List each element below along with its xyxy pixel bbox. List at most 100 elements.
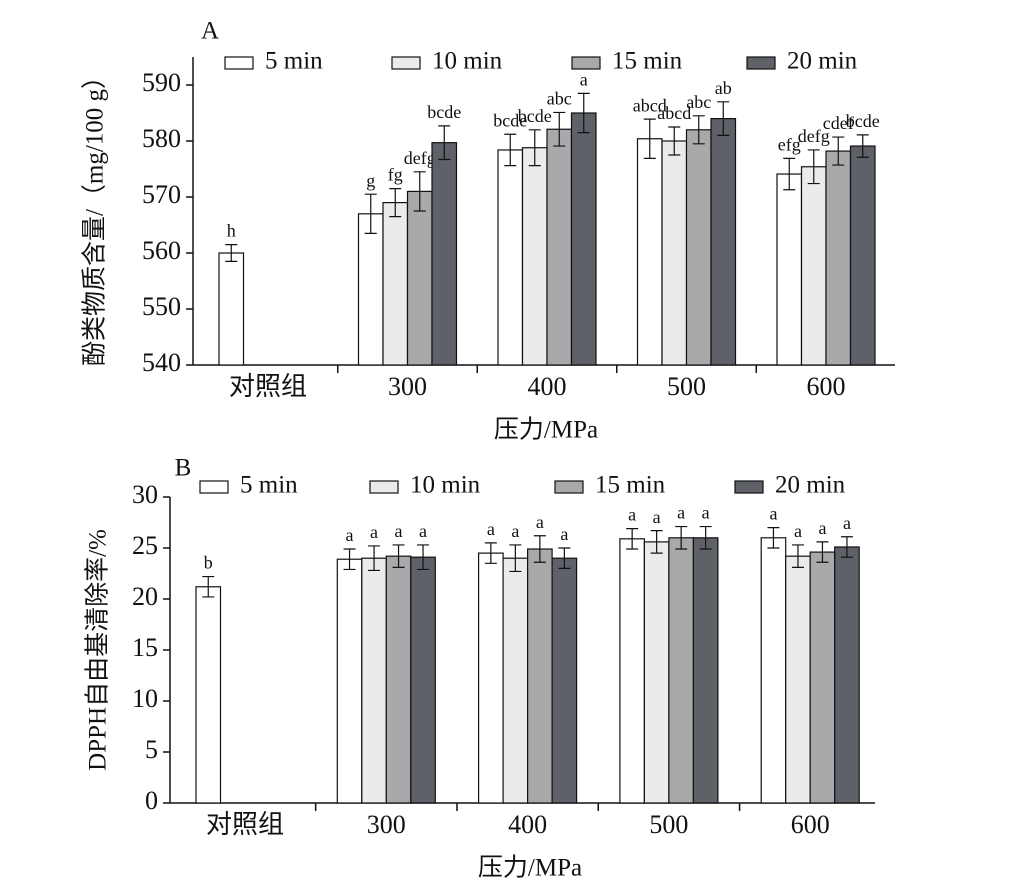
significance-letter: defg	[798, 126, 830, 146]
bar	[619, 538, 646, 804]
x-tick-label: 600	[791, 810, 830, 839]
error-bar	[840, 536, 853, 558]
legend-swatch	[571, 56, 601, 70]
bar	[760, 537, 787, 804]
x-tick-label: 对照组	[206, 810, 284, 839]
legend-label: 5 min	[240, 472, 298, 499]
error-bar	[533, 535, 546, 563]
significance-letter: a	[370, 522, 378, 542]
error-bar	[225, 244, 238, 262]
bar	[431, 142, 458, 366]
legend-label: 15 min	[612, 48, 683, 75]
y-axis-label: DPPH自由基清除率/%	[84, 529, 112, 771]
significance-letter: bcde	[427, 102, 461, 122]
legend-label: 20 min	[787, 48, 858, 75]
error-bar	[650, 530, 663, 554]
y-axis-label: 酚类物质含量/（mg/100 g）	[81, 64, 109, 366]
significance-letter: a	[395, 521, 403, 541]
error-bar	[392, 544, 405, 568]
legend-label: 5 min	[265, 48, 323, 75]
x-tick-label: 400	[528, 372, 567, 401]
error-bar	[767, 527, 780, 549]
bar	[382, 202, 409, 366]
x-axis-label: 压力/MPa	[494, 416, 598, 444]
error-bar	[832, 136, 845, 166]
y-tick-label: 20	[132, 582, 158, 611]
error-bar	[553, 111, 566, 147]
significance-letter: a	[419, 521, 427, 541]
error-bar	[699, 525, 712, 550]
significance-letter: a	[677, 503, 685, 523]
x-tick-label: 500	[667, 372, 706, 401]
x-tick-label: 400	[508, 810, 547, 839]
legend-swatch	[554, 480, 584, 494]
significance-letter: h	[227, 221, 236, 241]
bar	[410, 556, 436, 804]
legend-swatch	[369, 480, 399, 494]
y-tick-label: 10	[132, 684, 158, 713]
bar	[361, 557, 387, 804]
error-bar	[692, 115, 705, 145]
significance-letter: abcd	[633, 95, 667, 115]
significance-letter: a	[702, 503, 710, 523]
bar	[502, 557, 529, 804]
bar	[800, 166, 827, 366]
error-bar	[504, 133, 517, 167]
error-bar	[438, 125, 451, 161]
legend-swatch	[746, 56, 776, 70]
significance-letter: efg	[778, 134, 801, 154]
significance-letter: fg	[388, 165, 403, 185]
bar	[570, 112, 597, 366]
significance-letter: a	[560, 524, 568, 544]
significance-letter: a	[536, 512, 544, 532]
significance-letter: g	[366, 170, 375, 190]
bar	[546, 128, 573, 366]
significance-letter: ab	[715, 78, 732, 98]
x-tick-label: 300	[367, 810, 406, 839]
error-bar	[528, 129, 541, 167]
legend-label: 20 min	[775, 472, 846, 499]
bar	[478, 552, 504, 804]
significance-letter: a	[628, 505, 636, 525]
significance-letter: a	[511, 521, 519, 541]
significance-letter: bcde	[518, 106, 552, 126]
legend-swatch	[734, 480, 764, 494]
bar	[526, 548, 553, 804]
significance-letter: defg	[404, 148, 436, 168]
bar	[661, 140, 688, 366]
error-bar	[783, 157, 796, 191]
bar	[385, 555, 412, 804]
y-tick-label: 30	[132, 480, 158, 509]
significance-letter: abc	[686, 92, 711, 112]
error-bar	[558, 547, 571, 569]
bar	[825, 150, 852, 366]
bar	[336, 558, 363, 804]
x-tick-label: 对照组	[229, 372, 307, 401]
error-bar	[417, 544, 430, 571]
bar	[551, 557, 578, 804]
error-bar	[856, 134, 869, 158]
bar	[521, 147, 548, 366]
significance-letter: bcde	[493, 110, 527, 130]
bar	[643, 541, 670, 804]
significance-letter: b	[204, 553, 213, 573]
y-tick-label: 5	[145, 735, 158, 764]
significance-letter: a	[580, 70, 588, 90]
error-bar	[626, 528, 639, 550]
error-bar	[577, 92, 590, 134]
error-bar	[343, 548, 356, 571]
error-bar	[807, 149, 820, 185]
bar	[218, 252, 245, 366]
error-bar	[717, 101, 730, 136]
panel-label: B	[175, 455, 192, 482]
error-bar	[816, 541, 829, 563]
error-bar	[675, 525, 688, 550]
bar	[497, 149, 524, 366]
bar	[357, 213, 384, 366]
bar	[849, 145, 876, 366]
bar	[776, 173, 803, 366]
legend-swatch	[391, 56, 421, 70]
error-bar	[364, 193, 377, 234]
x-axis-label: 压力/MPa	[478, 854, 582, 882]
